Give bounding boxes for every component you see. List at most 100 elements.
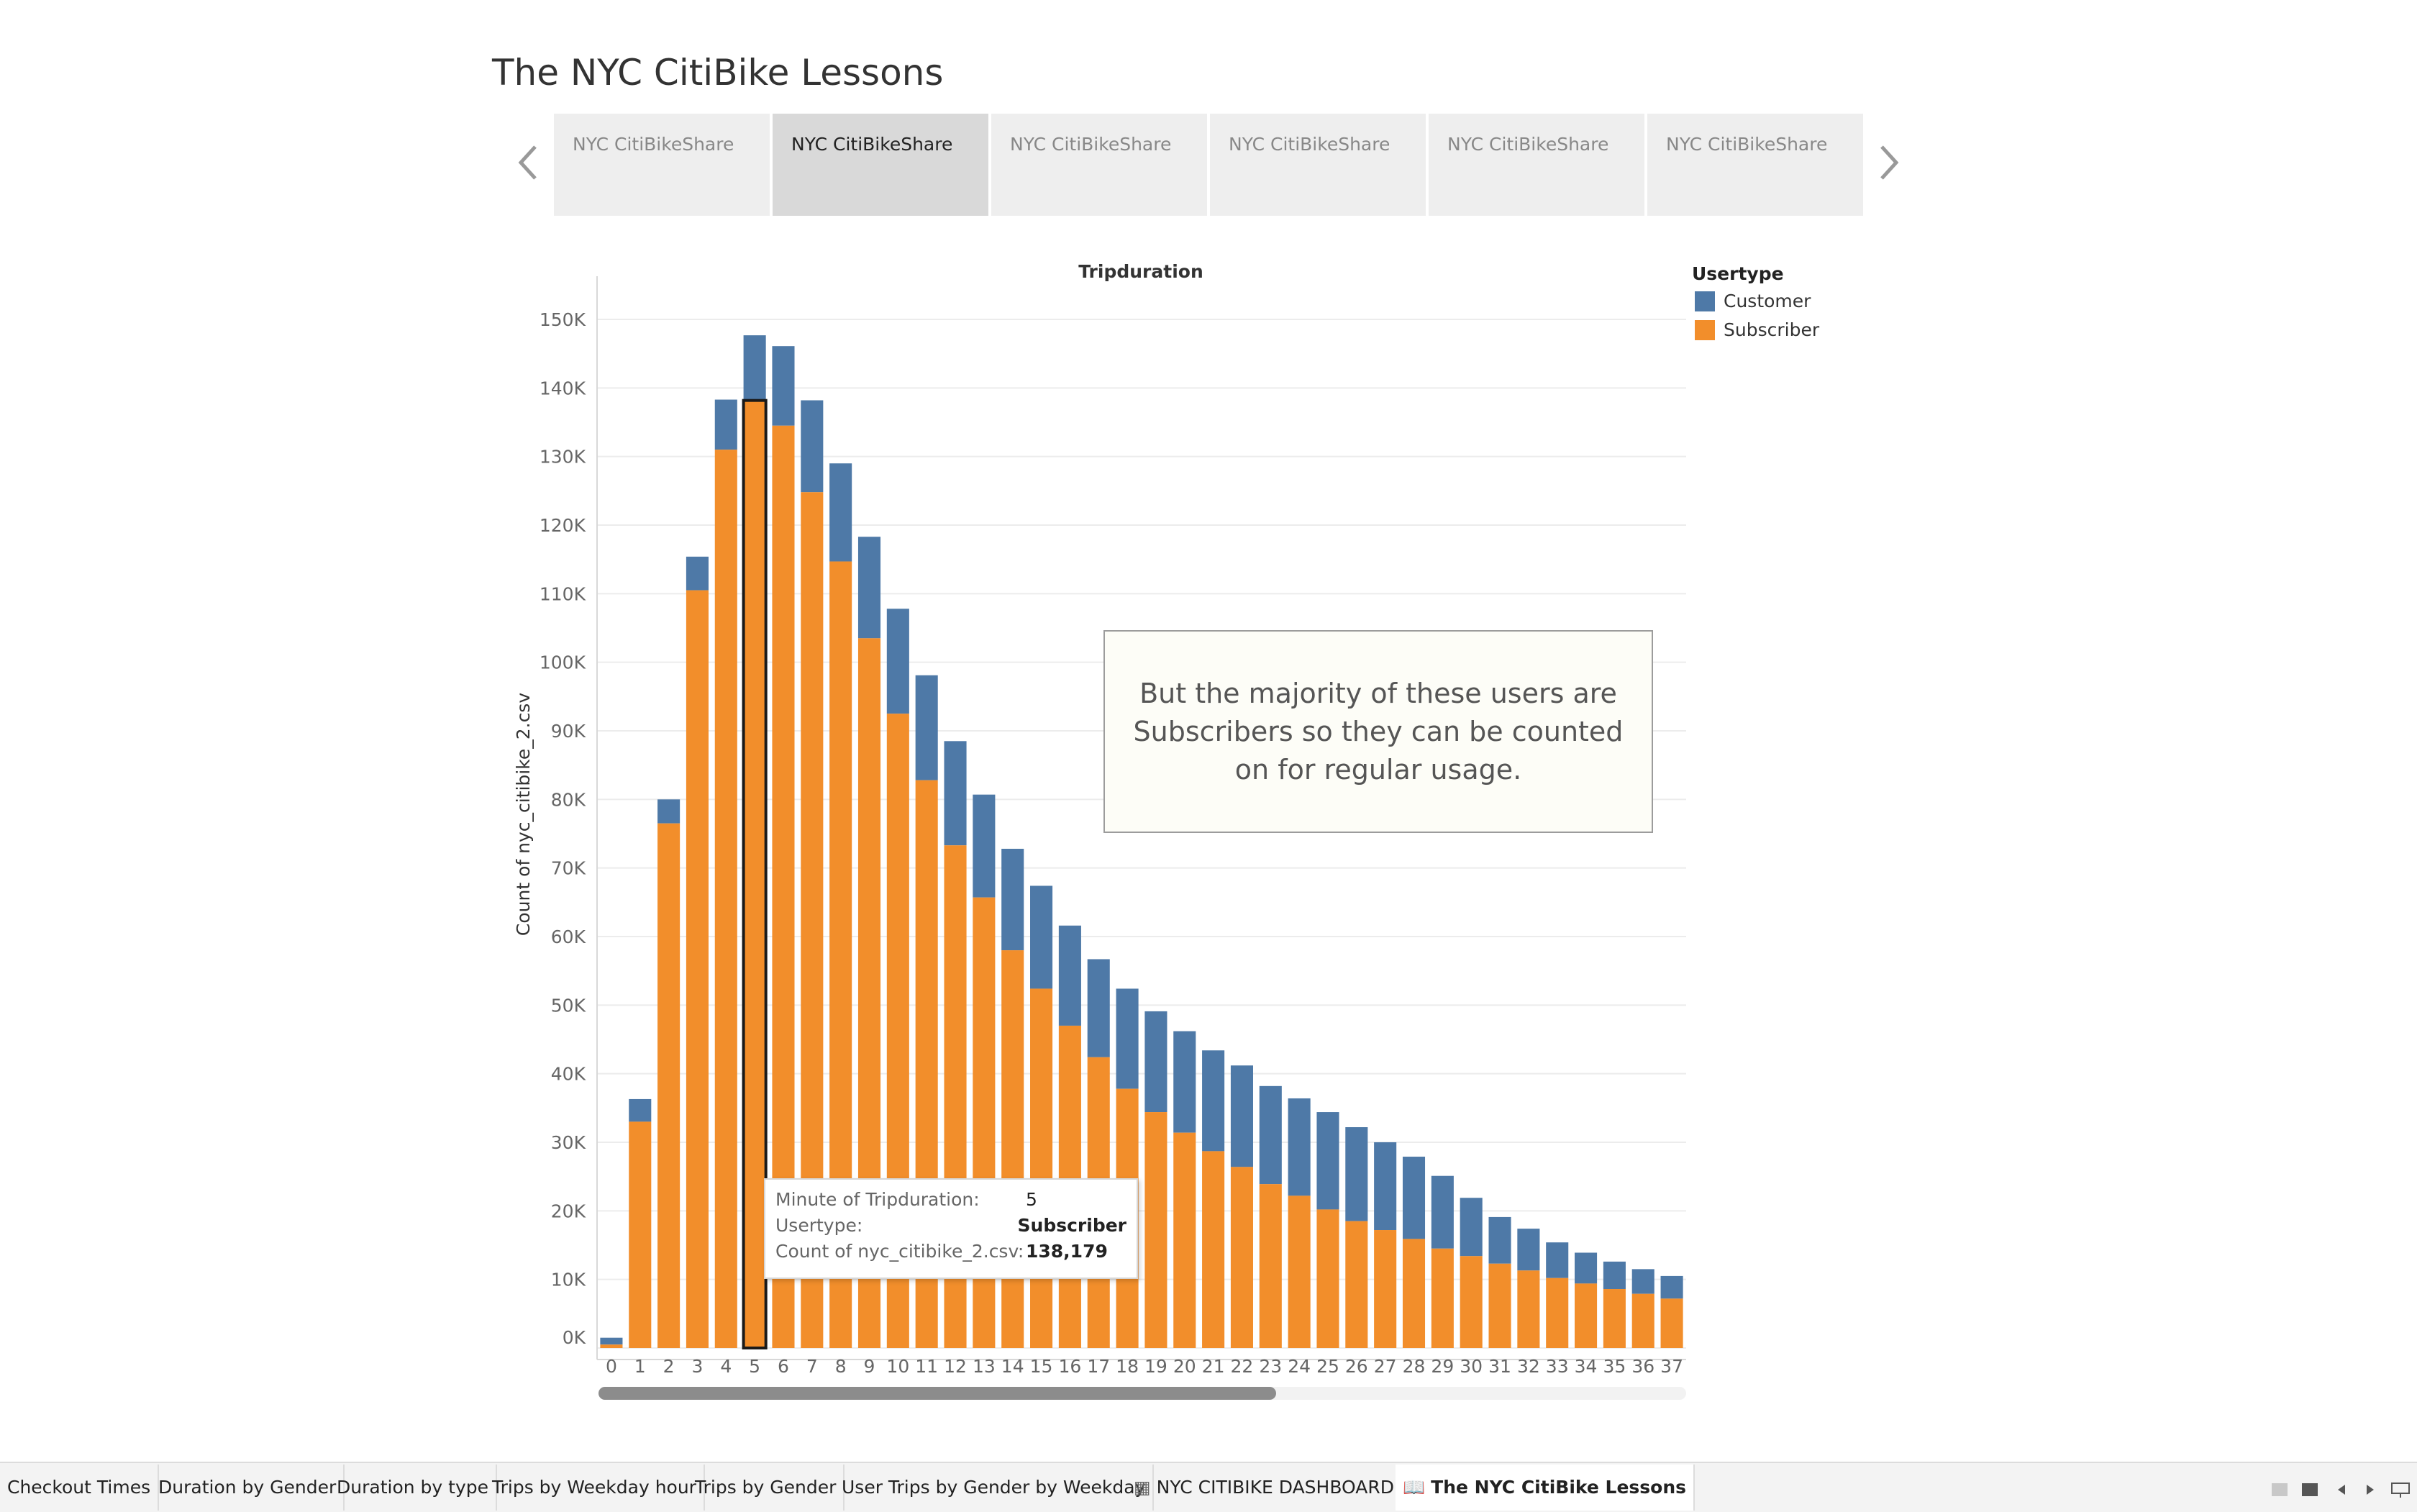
bar-customer-16: [1059, 926, 1081, 1026]
bar-customer-31: [1488, 1217, 1511, 1264]
bar-subscriber-15: [1030, 988, 1052, 1348]
tooltip-value: 138,179: [1026, 1239, 1108, 1265]
bar-subscriber-20: [1173, 1133, 1196, 1348]
y-tick-label: 90K: [551, 721, 586, 742]
chart-tooltip: Minute of Tripduration: 5 Usertype: Subs…: [764, 1178, 1138, 1279]
tab-user-trips-by-gender-by-weekday[interactable]: User Trips by Gender by Weekday: [834, 1465, 1154, 1511]
x-tick-label: 10: [886, 1356, 909, 1377]
x-tick-label: 5: [749, 1356, 760, 1377]
bar-customer-29: [1431, 1176, 1454, 1249]
bar-subscriber-1: [629, 1121, 651, 1348]
x-tick-label: 11: [915, 1356, 938, 1377]
bar-subscriber-27: [1374, 1230, 1396, 1348]
y-tick-label: 60K: [551, 926, 586, 947]
legend-swatch-customer: [1695, 291, 1715, 311]
show-filmstrip-icon[interactable]: [2270, 1480, 2289, 1499]
tooltip-row: Minute of Tripduration: 5: [775, 1187, 1126, 1213]
bar-subscriber-32: [1517, 1270, 1539, 1348]
tab-trips-by-weekday-hour[interactable]: Trips by Weekday hour: [485, 1465, 705, 1511]
tab-checkout-times[interactable]: Checkout Times: [0, 1465, 159, 1511]
bar-customer-27: [1374, 1142, 1396, 1230]
tab-trips-by-gender[interactable]: Trips by Gender: [688, 1465, 845, 1511]
bar-customer-36: [1632, 1269, 1654, 1293]
x-tick-label: 26: [1345, 1356, 1368, 1377]
bar-subscriber-33: [1546, 1278, 1568, 1348]
bar-subscriber-19: [1144, 1112, 1167, 1348]
y-tick-label: 20K: [551, 1201, 586, 1221]
prev-sheet-icon[interactable]: [2334, 1480, 2349, 1499]
bar-subscriber-5: [744, 401, 766, 1348]
tooltip-row: Usertype: Subscriber: [775, 1213, 1126, 1239]
bar-subscriber-28: [1403, 1239, 1425, 1348]
bar-customer-28: [1403, 1157, 1425, 1239]
bar-customer-1: [629, 1099, 651, 1121]
bar-customer-7: [801, 400, 823, 492]
bar-subscriber-2: [657, 824, 680, 1348]
tab-nyc-citibike-dashboard[interactable]: ▦ NYC CITIBIKE DASHBOARD: [1126, 1465, 1403, 1511]
bar-customer-15: [1030, 885, 1052, 988]
bar-customer-2: [657, 799, 680, 823]
y-tick-label: 80K: [551, 789, 586, 810]
x-tick-label: 27: [1374, 1356, 1397, 1377]
tab-label: Trips by Weekday hour: [492, 1477, 696, 1498]
bar-customer-8: [829, 463, 852, 561]
bar-customer-10: [887, 609, 909, 714]
x-tick-label: 14: [1001, 1356, 1024, 1377]
x-tick-label: 31: [1488, 1356, 1511, 1377]
x-tick-label: 4: [720, 1356, 732, 1377]
x-tick-label: 21: [1202, 1356, 1225, 1377]
bar-subscriber-23: [1260, 1184, 1282, 1348]
bar-customer-0: [600, 1338, 622, 1345]
bar-subscriber-37: [1661, 1298, 1683, 1348]
next-sheet-icon[interactable]: [2362, 1480, 2378, 1499]
bar-subscriber-34: [1575, 1283, 1597, 1348]
x-tick-label: 33: [1546, 1356, 1569, 1377]
y-tick-label: 30K: [551, 1132, 586, 1153]
bar-subscriber-26: [1345, 1221, 1367, 1348]
tab-label: User Trips by Gender by Weekday: [842, 1477, 1145, 1498]
bar-customer-32: [1517, 1229, 1539, 1270]
x-tick-label: 3: [691, 1356, 703, 1377]
bar-customer-14: [1001, 849, 1024, 950]
y-tick-label: 110K: [540, 583, 586, 604]
bar-customer-18: [1116, 988, 1139, 1088]
bar-subscriber-0: [600, 1344, 622, 1348]
y-tick-label: 0K: [563, 1327, 586, 1348]
bar-customer-11: [916, 675, 938, 780]
tab-duration-by-gender[interactable]: Duration by Gender: [151, 1465, 345, 1511]
x-tick-label: 2: [663, 1356, 675, 1377]
tab-label: The NYC CitiBike Lessons: [1431, 1477, 1686, 1498]
tab-the-nyc-citibike-lessons[interactable]: 📖 The NYC CitiBike Lessons: [1396, 1465, 1695, 1511]
x-tick-label: 17: [1087, 1356, 1110, 1377]
show-sheet-icon[interactable]: [2300, 1480, 2319, 1499]
legend-label-subscriber: Subscriber: [1724, 319, 1819, 340]
x-tick-label: 36: [1631, 1356, 1654, 1377]
tooltip-row: Count of nyc_citibike_2.csv: 138,179: [775, 1239, 1126, 1265]
tooltip-value: 5: [1026, 1187, 1037, 1213]
y-tick-label: 50K: [551, 995, 586, 1016]
chart-title: Tripduration: [1078, 261, 1203, 282]
tab-duration-by-type[interactable]: Duration by type: [329, 1465, 497, 1511]
bar-customer-6: [772, 346, 794, 426]
tab-label: Trips by Gender: [695, 1477, 836, 1498]
bar-subscriber-22: [1231, 1167, 1253, 1348]
x-tick-label: 37: [1660, 1356, 1683, 1377]
tab-label: NYC CITIBIKE DASHBOARD: [1157, 1477, 1394, 1498]
legend-item-subscriber[interactable]: Subscriber: [1695, 319, 1819, 340]
bar-subscriber-14: [1001, 950, 1024, 1348]
y-tick-label: 120K: [540, 515, 586, 536]
y-tick-label: 150K: [540, 309, 586, 330]
legend-item-customer[interactable]: Customer: [1695, 291, 1811, 311]
x-tick-label: 35: [1603, 1356, 1626, 1377]
bar-subscriber-29: [1431, 1249, 1454, 1348]
bar-subscriber-13: [973, 898, 995, 1348]
dashboard-icon: ▦: [1134, 1465, 1151, 1511]
legend-swatch-subscriber: [1695, 320, 1715, 340]
y-tick-label: 130K: [540, 447, 586, 468]
x-tick-label: 12: [944, 1356, 967, 1377]
tooltip-key: Minute of Tripduration:: [775, 1187, 1026, 1213]
presentation-mode-icon[interactable]: [2390, 1480, 2411, 1499]
chart-scrollbar-thumb[interactable]: [598, 1387, 1276, 1400]
bar-customer-37: [1661, 1276, 1683, 1298]
x-tick-label: 15: [1030, 1356, 1053, 1377]
